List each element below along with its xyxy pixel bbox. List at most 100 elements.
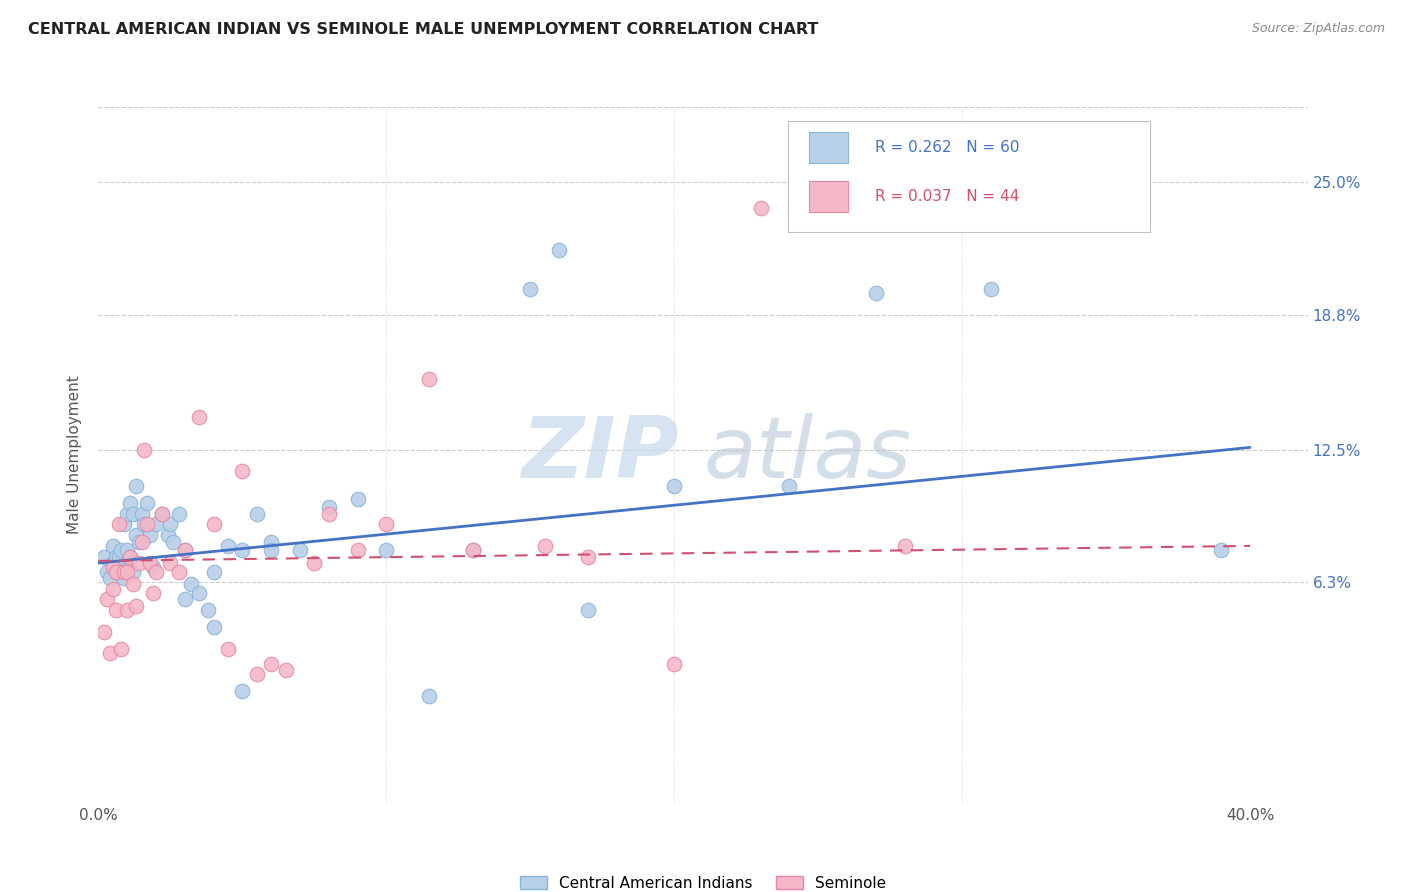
Point [98, 646, 121, 660]
Point [107, 560, 129, 574]
Point [122, 507, 145, 521]
Point [101, 556, 124, 570]
Point [131, 534, 153, 549]
Point [461, 543, 484, 558]
Point [288, 543, 311, 558]
Point [260, 534, 283, 549]
Point [131, 507, 153, 521]
Point [139, 528, 162, 542]
Point [188, 586, 211, 600]
Text: R = 0.262   N = 60: R = 0.262 N = 60 [875, 140, 1019, 155]
Point [260, 657, 283, 671]
Text: Source: ZipAtlas.com: Source: ZipAtlas.com [1251, 22, 1385, 36]
Point [122, 577, 145, 591]
Point [202, 620, 225, 634]
Point [128, 534, 150, 549]
Point [346, 491, 368, 506]
Point [93, 624, 115, 639]
Point [1211, 543, 1233, 558]
Point [375, 517, 398, 532]
FancyBboxPatch shape [787, 121, 1150, 232]
Point [115, 565, 138, 579]
Point [107, 549, 129, 564]
Point [318, 500, 340, 515]
Bar [810, 181, 848, 212]
Point [107, 517, 129, 532]
Point [142, 560, 165, 574]
Point [139, 556, 162, 570]
Point [120, 549, 142, 564]
Point [418, 372, 440, 386]
Point [134, 442, 156, 457]
Point [202, 517, 225, 532]
Point [188, 410, 211, 425]
Point [461, 543, 484, 558]
Text: ZIP: ZIP [522, 413, 679, 497]
Point [346, 543, 368, 558]
Point [125, 479, 148, 493]
Point [101, 560, 124, 574]
Point [202, 565, 225, 579]
Legend: Central American Indians, Seminole: Central American Indians, Seminole [513, 870, 893, 892]
Point [104, 565, 127, 579]
Point [104, 565, 127, 579]
Text: R = 0.037   N = 44: R = 0.037 N = 44 [875, 189, 1019, 204]
Point [231, 543, 253, 558]
Point [122, 565, 145, 579]
Point [125, 599, 148, 613]
Point [115, 543, 138, 558]
Point [167, 507, 190, 521]
Point [664, 657, 686, 671]
Point [664, 479, 686, 493]
Bar [810, 132, 848, 163]
Point [519, 282, 541, 296]
Point [749, 201, 772, 215]
Point [217, 539, 239, 553]
Point [145, 565, 167, 579]
Point [893, 539, 915, 553]
Point [125, 528, 148, 542]
Point [134, 517, 156, 532]
Point [318, 507, 340, 521]
Point [778, 479, 800, 493]
Point [112, 571, 135, 585]
Point [142, 586, 165, 600]
Point [865, 286, 887, 301]
Point [180, 577, 202, 591]
Point [159, 517, 181, 532]
Point [128, 556, 150, 570]
Point [96, 592, 118, 607]
Point [173, 543, 195, 558]
Point [274, 663, 297, 677]
Point [110, 565, 132, 579]
Point [101, 582, 124, 596]
Point [533, 539, 555, 553]
Point [112, 565, 135, 579]
Point [217, 641, 239, 656]
Point [104, 549, 127, 564]
Point [115, 507, 138, 521]
Text: atlas: atlas [703, 413, 911, 497]
Point [112, 517, 135, 532]
Point [231, 684, 253, 698]
Point [115, 603, 138, 617]
Point [197, 603, 219, 617]
Point [150, 507, 173, 521]
Point [96, 565, 118, 579]
Point [93, 549, 115, 564]
Point [375, 543, 398, 558]
Point [156, 528, 179, 542]
Point [231, 464, 253, 478]
Point [576, 603, 599, 617]
Point [418, 689, 440, 703]
Point [246, 667, 269, 681]
Point [145, 517, 167, 532]
Point [167, 565, 190, 579]
Point [260, 543, 283, 558]
Point [173, 592, 195, 607]
Point [150, 507, 173, 521]
Point [104, 603, 127, 617]
Point [159, 556, 181, 570]
Point [548, 244, 571, 258]
Point [136, 517, 159, 532]
